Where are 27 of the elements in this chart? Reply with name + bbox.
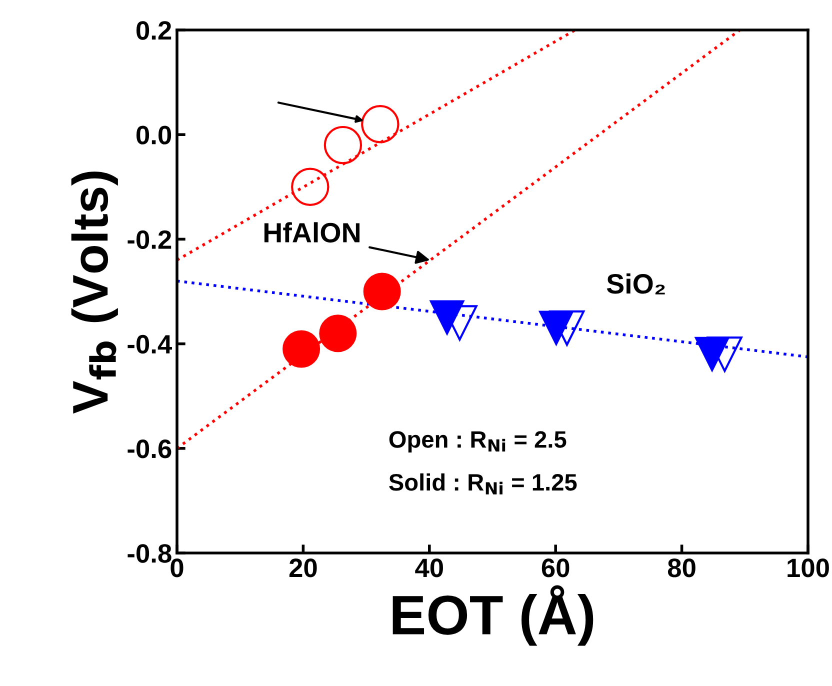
y-tick-label: -0.2	[128, 230, 172, 250]
annotation: Solid : R$_{Ni}$ = 1.25	[389, 473, 577, 494]
y-tick-label: 0.2	[136, 21, 172, 40]
x-tick-label: 100	[788, 558, 829, 578]
y-tick-label: -0.6	[128, 440, 172, 458]
point	[694, 336, 730, 372]
x-tick-label: 60	[542, 558, 570, 578]
y-tick-label: -0.8	[128, 544, 172, 563]
x-axis-title: EOT (Å)	[392, 585, 594, 646]
point	[319, 314, 357, 352]
y-axis-title: V$_{fb}$ (Volts)	[71, 172, 118, 414]
annotation: SiO₂	[606, 273, 665, 294]
annotation: Open : R$_{Ni}$ = 2.5	[389, 431, 566, 453]
point	[538, 310, 574, 346]
point	[324, 126, 362, 164]
point	[291, 168, 330, 206]
annotation: HfAlON	[264, 222, 360, 243]
point	[363, 272, 401, 310]
y-tick-label: -0.4	[128, 334, 172, 354]
x-tick-label: 40	[415, 558, 443, 578]
y-tick-label: 0.0	[136, 126, 172, 144]
point	[430, 300, 464, 336]
point	[282, 330, 320, 368]
x-tick-label: 80	[668, 558, 696, 578]
x-tick-label: 20	[289, 558, 317, 578]
point	[361, 105, 400, 144]
x-tick-label: 0	[170, 558, 184, 578]
